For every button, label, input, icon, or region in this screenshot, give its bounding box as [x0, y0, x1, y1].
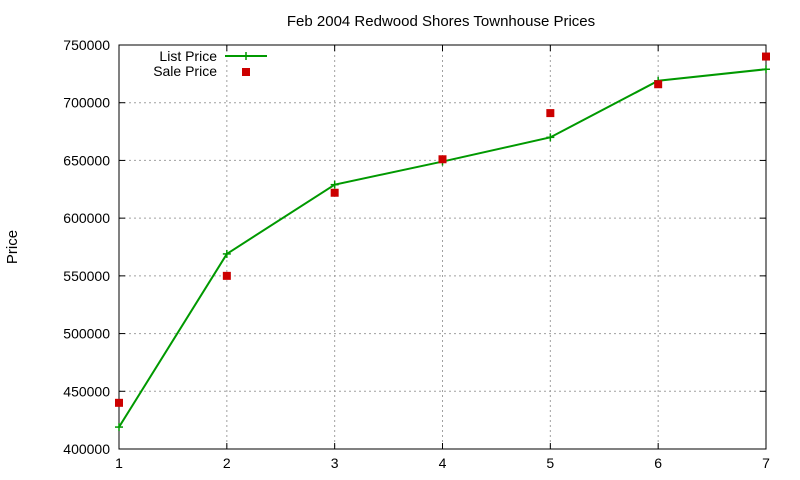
- legend-list-price-label: List Price: [159, 48, 217, 64]
- legend-sale-price-marker: [242, 68, 250, 76]
- chart-title: Feb 2004 Redwood Shores Townhouse Prices: [287, 13, 595, 30]
- x-tick-label: 7: [762, 455, 770, 471]
- sale-price-point: [438, 155, 447, 164]
- sale-price-point: [330, 188, 339, 197]
- y-tick-label: 550000: [63, 268, 110, 284]
- y-tick-label: 450000: [63, 383, 110, 399]
- list-price-point: [330, 180, 339, 189]
- axis-ticks: 400000 450000 500000 550000 600000 650000 7000…: [63, 37, 770, 471]
- grid-lines: [119, 45, 766, 449]
- sale-price-point: [115, 398, 123, 407]
- legend-sale-price-label: Sale Price: [153, 63, 217, 79]
- x-tick-label: 5: [546, 455, 554, 471]
- y-tick-label: 600000: [63, 210, 110, 226]
- x-tick-label: 1: [115, 455, 123, 471]
- sale-price-point: [222, 271, 231, 280]
- y-tick-label: 750000: [63, 37, 110, 53]
- sale-price-point: [654, 80, 663, 89]
- sale-price-point: [546, 109, 555, 118]
- data-series: [115, 52, 770, 432]
- sale-price-point: [762, 52, 770, 61]
- y-tick-label: 400000: [63, 441, 110, 457]
- x-tick-label: 6: [654, 455, 662, 471]
- list-price-point: [546, 133, 555, 142]
- y-axis-label: Price: [4, 230, 21, 264]
- x-tick-label: 2: [223, 455, 231, 471]
- x-tick-label: 4: [439, 455, 447, 471]
- y-tick-label: 700000: [63, 95, 110, 111]
- y-tick-label: 500000: [63, 326, 110, 342]
- list-price-point: [222, 249, 231, 258]
- list-price-point: [115, 423, 123, 432]
- x-tick-label: 3: [331, 455, 339, 471]
- list-price-point: [762, 65, 770, 74]
- y-tick-label: 650000: [63, 152, 110, 168]
- list-price-line: [118, 68, 767, 428]
